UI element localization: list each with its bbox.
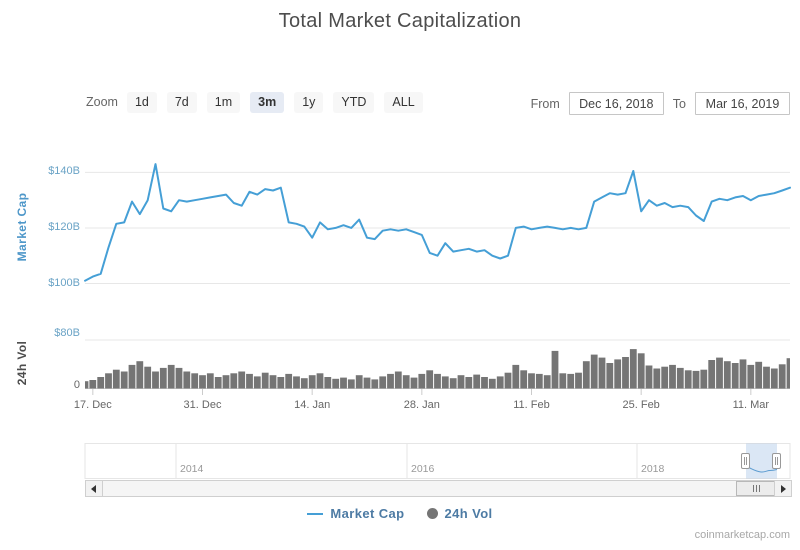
zoom-buttons-group: 1d 7d 1m 3m 1y YTD ALL bbox=[126, 92, 433, 113]
zoom-button-7d[interactable]: 7d bbox=[166, 92, 197, 113]
zoom-button-1y[interactable]: 1y bbox=[294, 92, 324, 113]
y-axis-tick-label: $120B bbox=[48, 220, 80, 233]
navigator-year-label: 2014 bbox=[180, 463, 204, 475]
x-axis-tick-label: 11. Mar bbox=[732, 399, 770, 411]
to-label: To bbox=[672, 96, 686, 111]
x-axis-tick-label: 25. Feb bbox=[622, 399, 660, 411]
scrollbar-right-arrow-button[interactable] bbox=[774, 481, 791, 496]
legend-item-market-cap[interactable]: Market Cap bbox=[307, 506, 404, 521]
y-axis-tick-label: 0 bbox=[73, 379, 80, 391]
scrollbar-thumb[interactable] bbox=[736, 481, 776, 496]
circle-swatch-icon bbox=[426, 508, 438, 519]
zoom-button-ytd[interactable]: YTD bbox=[333, 92, 375, 113]
x-axis-tick-label: 11. Feb bbox=[513, 399, 550, 411]
navigator-year-label: 2016 bbox=[411, 463, 435, 475]
from-date-input[interactable] bbox=[568, 92, 664, 115]
to-date-input[interactable] bbox=[695, 92, 790, 115]
from-label: From bbox=[530, 96, 560, 111]
right-arrow-icon bbox=[781, 485, 786, 493]
navigator-left-handle[interactable] bbox=[741, 453, 750, 469]
volume-plot-area[interactable] bbox=[85, 340, 790, 389]
navigator-track[interactable] bbox=[85, 443, 790, 479]
navigator-series-preview bbox=[745, 466, 778, 473]
market-cap-plot-area[interactable] bbox=[85, 140, 790, 300]
navigator-year-label: 2018 bbox=[641, 463, 665, 475]
legend-label: 24h Vol bbox=[444, 506, 493, 521]
date-range-toolbar: From To bbox=[522, 92, 790, 115]
navigator-right-handle[interactable] bbox=[772, 453, 781, 469]
navigator-outline bbox=[84, 443, 791, 479]
zoom-label: Zoom bbox=[86, 95, 118, 110]
zoom-button-3m[interactable]: 3m bbox=[250, 92, 285, 113]
y-axis-tick-label: $100B bbox=[48, 276, 80, 289]
legend-item-24h-vol[interactable]: 24h Vol bbox=[426, 506, 493, 521]
x-axis-tick-label: 17. Dec bbox=[73, 399, 112, 411]
left-arrow-icon bbox=[91, 485, 96, 493]
x-axis-tick-label: 31. Dec bbox=[183, 399, 222, 411]
page-title: Total Market Capitalization bbox=[278, 10, 522, 32]
zoom-button-1m[interactable]: 1m bbox=[206, 92, 241, 113]
x-axis-tick-label: 28. Jan bbox=[403, 399, 440, 411]
y-axis-tick-label: $80B bbox=[54, 327, 80, 339]
scrollbar[interactable] bbox=[85, 480, 792, 497]
watermark: coinmarketcap.com bbox=[694, 529, 790, 541]
volume-bars-series[interactable] bbox=[85, 349, 790, 389]
zoom-button-1d[interactable]: 1d bbox=[126, 92, 157, 113]
x-axis-tick-label: 14. Jan bbox=[294, 399, 331, 411]
navigator-selected-range[interactable] bbox=[746, 443, 777, 479]
legend-label: Market Cap bbox=[330, 506, 405, 521]
line-swatch-icon bbox=[307, 512, 324, 515]
market-cap-line-series[interactable] bbox=[84, 163, 791, 282]
zoom-button-all[interactable]: ALL bbox=[384, 92, 423, 113]
legend: Market Cap 24h Vol bbox=[0, 506, 800, 521]
scrollbar-left-arrow-button[interactable] bbox=[86, 481, 103, 496]
y-axis-tick-label: $140B bbox=[48, 165, 80, 178]
zoom-preset-toolbar: Zoom 1d 7d 1m 3m 1y YTD ALL bbox=[86, 92, 433, 113]
